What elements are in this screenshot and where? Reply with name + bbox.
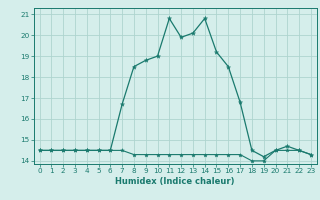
- X-axis label: Humidex (Indice chaleur): Humidex (Indice chaleur): [116, 177, 235, 186]
